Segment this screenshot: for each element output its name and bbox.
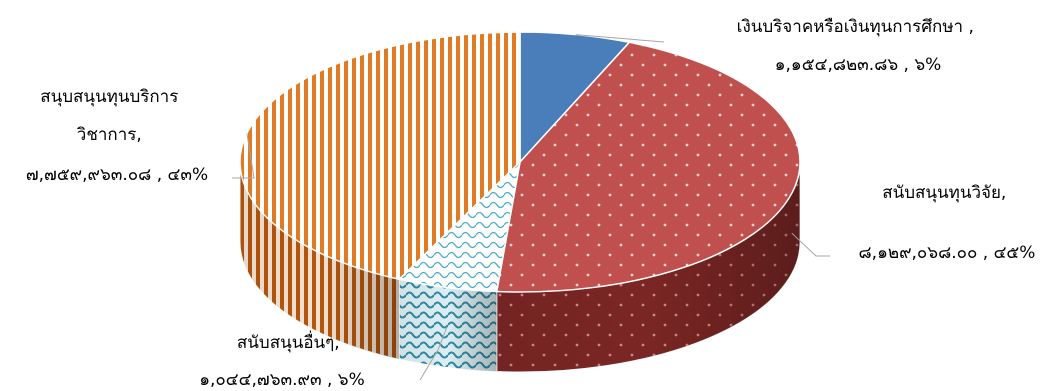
- slice-label-other-line2: ๑,๐๔๔,๗๖๓.๙๓ , ๖%: [199, 370, 365, 390]
- leader-line-other: [419, 327, 448, 381]
- slice-label-research-line2: ๘,๑๒๙,๐๖๘.๐๐ , ๔๕%: [859, 243, 1036, 263]
- slice-label-service-line3: ๗,๗๕๙,๙๖๓.๐๘ , ๔๓%: [26, 165, 208, 185]
- slice-label-donation-line2: ๑,๑๕๔,๘๒๓.๘๖ , ๖%: [775, 55, 942, 75]
- pie-tops: [239, 31, 801, 293]
- slice-label-service-line2: วิชาการ,: [76, 125, 141, 145]
- pie-slice-donation: [519, 31, 631, 164]
- pie-slice-research: [495, 41, 801, 293]
- leader-line-donation: [575, 34, 665, 43]
- slice-label-other-line1: สนับสนุนอื่นๆ,: [237, 330, 340, 353]
- slice-label-research-line1: สนับสนุนทุนวิจัย,: [882, 183, 1006, 203]
- slice-label-service: สนุบสนุนทุนบริการ วิชาการ, ๗,๗๕๙,๙๖๓.๐๘ …: [26, 87, 208, 185]
- leader-line-service: [232, 133, 255, 179]
- pie-side-shade-other: [399, 279, 497, 372]
- slice-label-other: สนับสนุนอื่นๆ, ๑,๐๔๔,๗๖๓.๙๓ , ๖%: [199, 330, 365, 390]
- pie-side-shade-service: [240, 162, 400, 360]
- pie-sides: [239, 161, 801, 373]
- pie-side-shade-research: [496, 162, 800, 372]
- slice-label-research: สนับสนุนทุนวิจัย, ๘,๑๒๙,๐๖๘.๐๐ , ๔๕%: [859, 183, 1036, 263]
- slice-label-service-line1: สนุบสนุนทุนบริการ: [40, 87, 178, 107]
- slice-label-donation: เงินบริจาคหรือเงินทุนการศึกษา , ๑,๑๕๔,๘๒…: [737, 17, 980, 75]
- slice-label-donation-line1: เงินบริจาคหรือเงินทุนการศึกษา ,: [737, 17, 974, 37]
- leader-lines: [232, 34, 830, 381]
- leader-line-research: [791, 232, 830, 257]
